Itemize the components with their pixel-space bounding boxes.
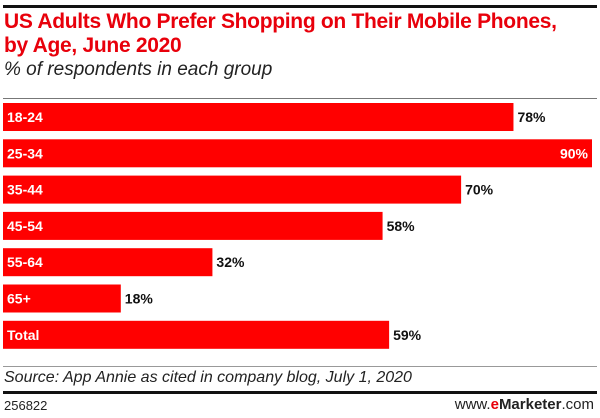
category-label: Total — [7, 327, 39, 343]
subtitle-rule — [3, 98, 597, 99]
bar-65+ — [3, 284, 121, 313]
bar-35-44 — [3, 175, 462, 204]
category-label: 45-54 — [7, 218, 43, 234]
category-label: 65+ — [7, 291, 31, 307]
bar-25-34 — [3, 139, 592, 168]
source-rule — [3, 366, 597, 367]
top-rule — [3, 5, 597, 8]
bottom-rule — [3, 391, 597, 394]
category-label: 35-44 — [7, 182, 43, 198]
data-label: 70% — [465, 182, 494, 198]
chart-title: US Adults Who Prefer Shopping on Their M… — [4, 10, 557, 57]
category-label: 25-34 — [7, 145, 43, 161]
bar-Total — [3, 320, 390, 349]
bar-45-54 — [3, 211, 383, 240]
chart-subtitle: % of respondents in each group — [4, 59, 273, 80]
data-label: 90% — [560, 145, 589, 161]
bar-18-24 — [3, 103, 514, 131]
emarketer-logo: www.eMarketer.com — [454, 396, 594, 413]
category-label: 18-24 — [7, 109, 43, 125]
category-label: 55-64 — [7, 254, 43, 270]
data-label: 32% — [216, 254, 245, 270]
chart-id: 256822 — [4, 398, 48, 413]
data-label: 59% — [393, 327, 422, 343]
data-label: 78% — [517, 109, 546, 125]
source-note: Source: App Annie as cited in company bl… — [4, 369, 412, 386]
bar-55-64 — [3, 248, 213, 277]
data-label: 58% — [387, 218, 416, 234]
data-label: 18% — [125, 291, 154, 307]
